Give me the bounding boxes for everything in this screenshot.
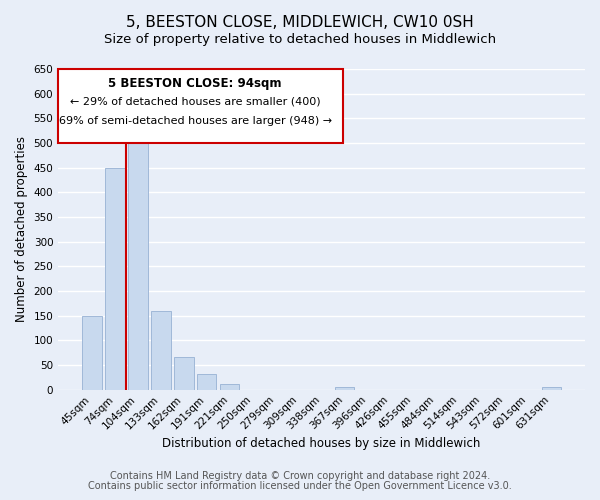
FancyBboxPatch shape	[58, 69, 343, 143]
Bar	[542, 388, 561, 390]
Bar	[335, 388, 355, 390]
X-axis label: Distribution of detached houses by size in Middlewich: Distribution of detached houses by size …	[163, 437, 481, 450]
Bar	[174, 356, 194, 390]
Text: ← 29% of detached houses are smaller (400): ← 29% of detached houses are smaller (40…	[70, 96, 320, 106]
Y-axis label: Number of detached properties: Number of detached properties	[15, 136, 28, 322]
Bar	[151, 311, 170, 390]
Text: 5, BEESTON CLOSE, MIDDLEWICH, CW10 0SH: 5, BEESTON CLOSE, MIDDLEWICH, CW10 0SH	[126, 15, 474, 30]
Bar	[128, 138, 148, 390]
Text: Contains public sector information licensed under the Open Government Licence v3: Contains public sector information licen…	[88, 481, 512, 491]
Bar	[82, 316, 101, 390]
Bar	[105, 168, 125, 390]
Bar	[220, 384, 239, 390]
Text: 69% of semi-detached houses are larger (948) →: 69% of semi-detached houses are larger (…	[59, 116, 332, 126]
Text: 5 BEESTON CLOSE: 94sqm: 5 BEESTON CLOSE: 94sqm	[109, 77, 282, 90]
Text: Size of property relative to detached houses in Middlewich: Size of property relative to detached ho…	[104, 32, 496, 46]
Bar	[197, 374, 217, 390]
Text: Contains HM Land Registry data © Crown copyright and database right 2024.: Contains HM Land Registry data © Crown c…	[110, 471, 490, 481]
